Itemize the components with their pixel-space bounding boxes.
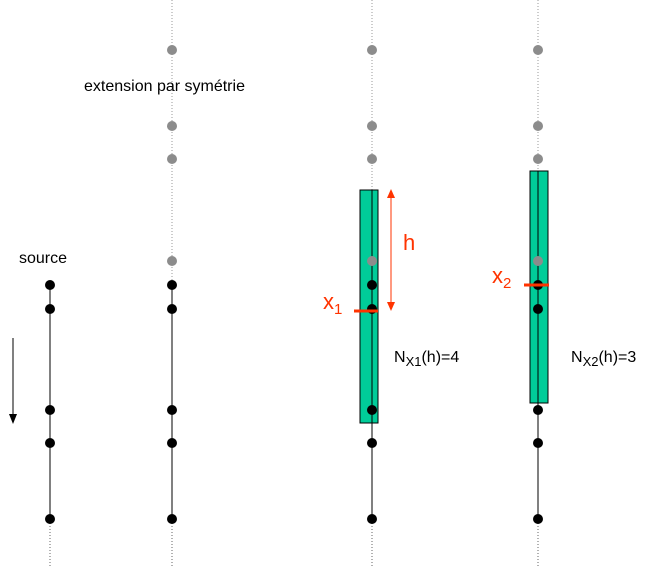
mirrored-point	[533, 256, 543, 266]
source-point	[367, 280, 377, 290]
mirrored-point	[167, 121, 177, 131]
n-x2-subscript: X2	[582, 354, 599, 369]
source-point	[367, 438, 377, 448]
source-point	[45, 280, 55, 290]
column-x2	[524, 0, 549, 568]
source-point	[367, 514, 377, 524]
source-point	[167, 280, 177, 290]
source-point	[45, 405, 55, 415]
h-label: h	[403, 230, 416, 255]
mirrored-point	[533, 121, 543, 131]
n-x2-suffix: (h)=3	[598, 349, 637, 366]
x1-label-subscript: 1	[334, 301, 343, 318]
n-x1-label: NX1(h)=4	[394, 349, 460, 369]
n-x2-label: NX2(h)=3	[571, 349, 637, 369]
x2-label-letter: x	[492, 263, 503, 288]
n-x1-suffix: (h)=4	[421, 349, 460, 366]
mirrored-point	[533, 45, 543, 55]
mirrored-point	[367, 121, 377, 131]
source-point	[45, 514, 55, 524]
mirrored-point	[167, 45, 177, 55]
x2-label-subscript: 2	[503, 275, 512, 292]
source-point	[167, 438, 177, 448]
x1-label: x1	[323, 289, 343, 318]
down-arrow-icon	[9, 338, 17, 424]
source-point	[167, 514, 177, 524]
n-x1-subscript: X1	[405, 354, 422, 369]
mirrored-point	[167, 256, 177, 266]
mirrored-point	[367, 45, 377, 55]
h-double-arrow	[387, 189, 395, 311]
source-point	[367, 405, 377, 415]
source-point	[45, 304, 55, 314]
x1-label-letter: x	[323, 289, 334, 314]
source-point	[533, 514, 543, 524]
mirrored-point	[367, 256, 377, 266]
extension-label: extension par symétrie	[84, 78, 245, 95]
source-point	[167, 304, 177, 314]
source-point	[533, 405, 543, 415]
source-point	[45, 438, 55, 448]
source-label: source	[19, 250, 68, 267]
x2-label: x2	[492, 263, 512, 292]
source-point	[167, 405, 177, 415]
n-x2-prefix: N	[571, 349, 583, 366]
column-source	[45, 280, 55, 568]
column-extension	[167, 0, 177, 568]
mirrored-point	[367, 154, 377, 164]
mirrored-point	[167, 154, 177, 164]
mirrored-point	[533, 154, 543, 164]
source-point	[533, 438, 543, 448]
source-point	[533, 304, 543, 314]
column-x1	[354, 0, 395, 568]
n-x1-prefix: N	[394, 349, 406, 366]
